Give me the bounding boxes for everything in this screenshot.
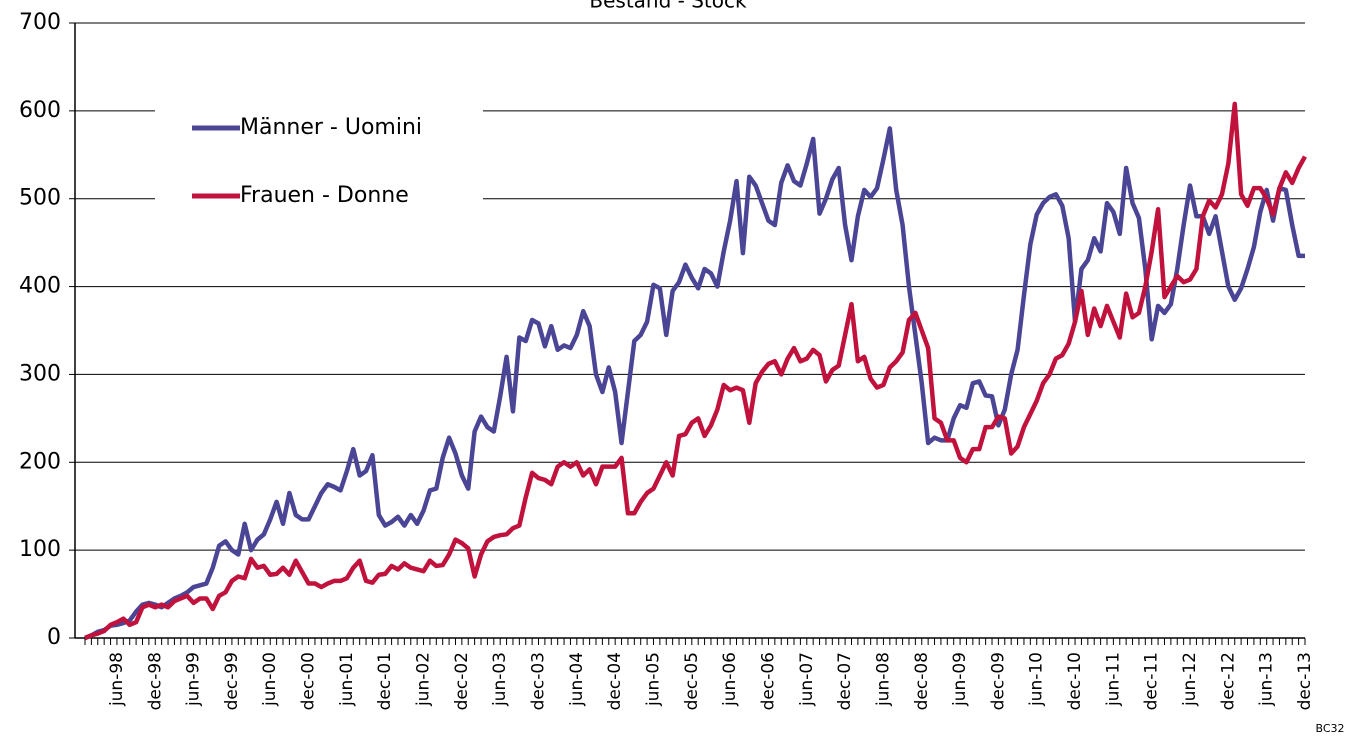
x-tick-label: dec-99: [222, 652, 242, 710]
data-line: [84, 126, 1305, 641]
y-tick-label: 400: [19, 274, 61, 299]
x-tick-label: dec-06: [758, 652, 778, 710]
x-tick-label: jun-08: [873, 652, 893, 707]
x-tick-label: jun-00: [260, 652, 280, 707]
data-line: [84, 101, 1307, 641]
y-tick-label: 500: [19, 186, 61, 211]
y-tick-label: 700: [19, 10, 61, 35]
x-tick-label: dec-11: [1142, 652, 1162, 710]
y-tick-label: 200: [19, 449, 61, 474]
x-tick-label: dec-12: [1218, 652, 1238, 710]
x-tick-label: dec-07: [835, 652, 855, 710]
x-tick-label: jun-98: [107, 652, 127, 707]
legend-label: Frauen - Donne: [240, 183, 409, 208]
x-tick-label: dec-03: [529, 652, 549, 710]
x-tick-label: dec-98: [145, 652, 165, 710]
x-tick-label: jun-02: [414, 652, 434, 707]
chart-title: Bestand - Stock: [589, 0, 747, 13]
x-tick-label: jun-07: [797, 652, 817, 707]
x-tick-label: jun-13: [1257, 652, 1277, 707]
y-tick-label: 100: [19, 537, 61, 562]
legend-box: [155, 98, 483, 226]
y-tick-label: 300: [19, 361, 61, 386]
x-tick-label: jun-05: [643, 652, 663, 707]
x-tick-label: dec-05: [682, 652, 702, 710]
x-tick-label: jun-99: [184, 652, 204, 707]
x-tick-label: dec-00: [299, 652, 319, 710]
x-tick-label: jun-03: [490, 652, 510, 707]
x-tick-label: dec-09: [988, 652, 1008, 710]
legend-label: Männer - Uomini: [240, 115, 422, 140]
x-tick-label: dec-10: [1065, 652, 1085, 710]
x-tick-label: dec-08: [912, 652, 932, 710]
source-code: BC32: [1315, 722, 1344, 735]
y-tick-label: 600: [19, 98, 61, 123]
x-tick-label: jun-06: [720, 652, 740, 707]
x-tick-label: dec-02: [452, 652, 472, 710]
x-tick-label: jun-11: [1103, 652, 1123, 707]
x-tick-label: dec-04: [605, 652, 625, 710]
x-tick-label: jun-04: [567, 652, 587, 707]
x-tick-label: dec-13: [1295, 652, 1315, 710]
x-tick-label: jun-10: [1027, 652, 1047, 707]
x-tick-label: jun-01: [337, 652, 357, 707]
y-tick-label: 0: [47, 625, 61, 650]
x-tick-label: jun-09: [950, 652, 970, 707]
x-tick-label: dec-01: [375, 652, 395, 710]
x-tick-label: jun-12: [1180, 652, 1200, 707]
